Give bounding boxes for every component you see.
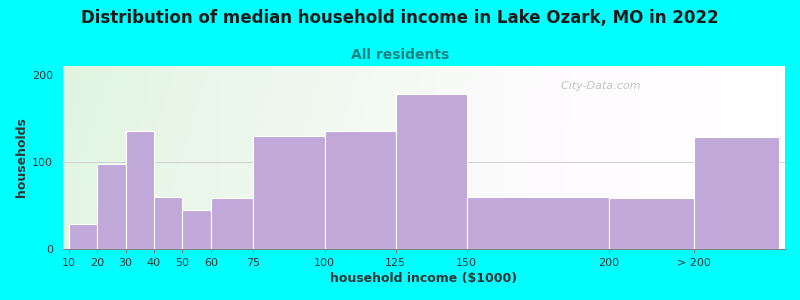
X-axis label: household income ($1000): household income ($1000) — [330, 272, 518, 285]
Bar — [182, 210, 211, 249]
Text: Distribution of median household income in Lake Ozark, MO in 2022: Distribution of median household income … — [81, 9, 719, 27]
Bar — [466, 196, 609, 249]
Bar — [126, 131, 154, 249]
Bar — [211, 198, 254, 249]
Bar — [154, 196, 182, 249]
Bar — [69, 224, 97, 249]
Bar — [325, 131, 395, 249]
Bar — [694, 137, 779, 249]
Text: All residents: All residents — [351, 48, 449, 62]
Text: City-Data.com: City-Data.com — [554, 81, 641, 91]
Y-axis label: households: households — [15, 118, 28, 197]
Bar — [97, 164, 126, 249]
Bar — [609, 198, 694, 249]
Bar — [254, 136, 325, 249]
Bar — [395, 94, 466, 249]
